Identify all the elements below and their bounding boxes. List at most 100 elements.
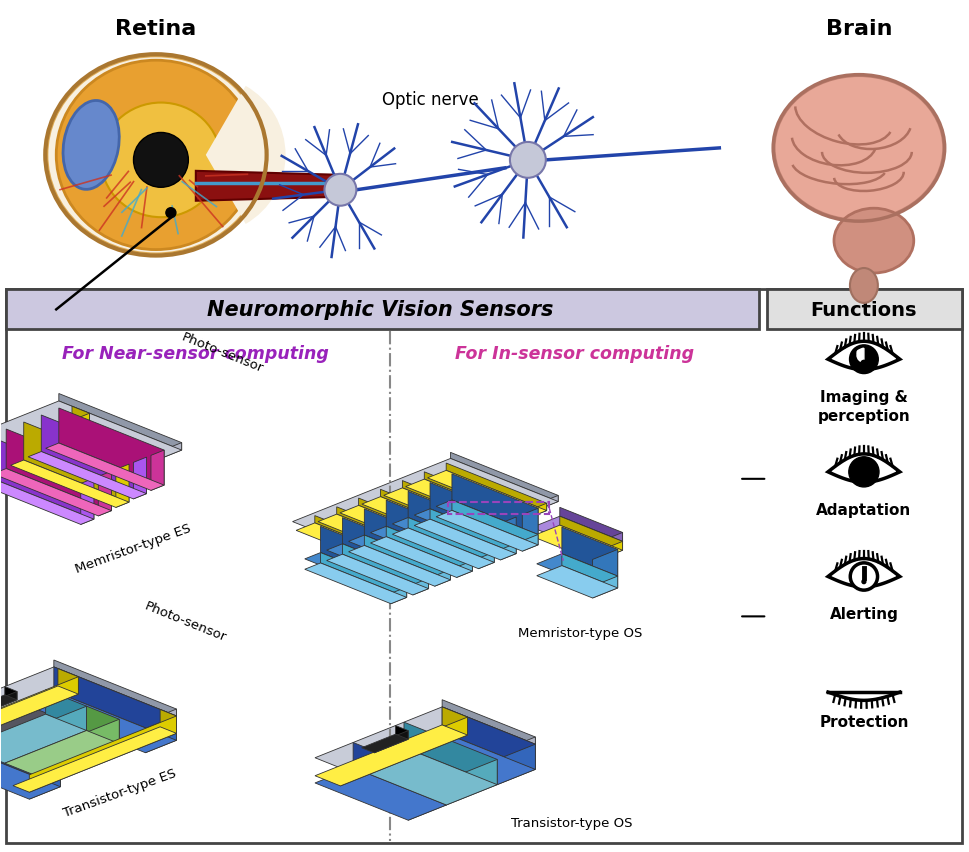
Polygon shape <box>305 563 407 604</box>
Polygon shape <box>0 477 94 525</box>
Polygon shape <box>522 535 538 551</box>
Polygon shape <box>497 745 535 785</box>
Text: Memristor-type OS: Memristor-type OS <box>517 626 641 640</box>
Polygon shape <box>560 516 623 550</box>
Text: Adaptation: Adaptation <box>816 502 912 517</box>
Polygon shape <box>414 520 516 561</box>
Wedge shape <box>857 349 864 363</box>
Polygon shape <box>23 423 129 503</box>
Polygon shape <box>0 459 2 504</box>
Polygon shape <box>0 738 60 799</box>
Polygon shape <box>408 518 494 562</box>
Polygon shape <box>413 579 428 596</box>
Polygon shape <box>532 516 623 553</box>
Text: Alerting: Alerting <box>829 607 898 622</box>
Polygon shape <box>58 669 78 694</box>
Circle shape <box>850 563 878 590</box>
Polygon shape <box>59 408 164 486</box>
Polygon shape <box>391 561 407 594</box>
Polygon shape <box>116 464 129 508</box>
Polygon shape <box>456 561 473 578</box>
Polygon shape <box>340 717 468 786</box>
Polygon shape <box>452 475 538 535</box>
Polygon shape <box>370 527 473 567</box>
Polygon shape <box>391 587 407 604</box>
Polygon shape <box>456 535 473 567</box>
Polygon shape <box>430 509 516 554</box>
Polygon shape <box>98 471 111 516</box>
Polygon shape <box>441 538 459 554</box>
Polygon shape <box>442 707 535 769</box>
Polygon shape <box>451 452 558 502</box>
Polygon shape <box>532 526 623 561</box>
Polygon shape <box>500 517 516 550</box>
Polygon shape <box>595 532 623 553</box>
Polygon shape <box>364 535 451 580</box>
Polygon shape <box>828 454 900 483</box>
Polygon shape <box>86 706 119 744</box>
Polygon shape <box>462 530 481 544</box>
Polygon shape <box>0 686 78 753</box>
Text: Memristor-type ES: Memristor-type ES <box>74 521 193 575</box>
Polygon shape <box>0 401 181 507</box>
Polygon shape <box>42 443 181 507</box>
Polygon shape <box>342 544 428 589</box>
Polygon shape <box>0 474 2 504</box>
Polygon shape <box>353 747 497 805</box>
Polygon shape <box>413 552 428 584</box>
Polygon shape <box>562 554 617 588</box>
Polygon shape <box>408 737 535 795</box>
Polygon shape <box>404 722 497 785</box>
Polygon shape <box>430 483 516 544</box>
Circle shape <box>850 345 878 374</box>
Ellipse shape <box>101 103 221 218</box>
Polygon shape <box>0 414 89 483</box>
Polygon shape <box>342 518 428 579</box>
Polygon shape <box>5 706 86 763</box>
Polygon shape <box>370 537 473 578</box>
Polygon shape <box>593 550 617 586</box>
Polygon shape <box>446 463 547 511</box>
Text: Imaging &
perception: Imaging & perception <box>818 389 910 423</box>
Polygon shape <box>436 500 538 541</box>
Polygon shape <box>400 496 558 565</box>
Polygon shape <box>0 457 2 486</box>
Polygon shape <box>479 527 494 559</box>
Polygon shape <box>392 528 494 569</box>
Ellipse shape <box>834 209 914 273</box>
Text: Optic nerve: Optic nerve <box>382 91 479 109</box>
Polygon shape <box>349 535 451 576</box>
Polygon shape <box>424 472 525 520</box>
Circle shape <box>510 143 546 179</box>
Polygon shape <box>361 734 408 753</box>
Polygon shape <box>537 554 617 586</box>
Circle shape <box>858 351 861 355</box>
Ellipse shape <box>774 77 944 221</box>
Polygon shape <box>452 500 538 545</box>
Polygon shape <box>387 500 473 561</box>
Polygon shape <box>59 394 181 451</box>
Polygon shape <box>522 509 538 541</box>
Polygon shape <box>5 687 17 700</box>
Polygon shape <box>402 481 503 528</box>
Polygon shape <box>305 553 407 594</box>
Polygon shape <box>374 731 408 753</box>
Text: For In-sensor computing: For In-sensor computing <box>455 345 695 363</box>
Text: Retina: Retina <box>115 20 197 39</box>
Ellipse shape <box>850 268 878 303</box>
Polygon shape <box>479 552 494 569</box>
Polygon shape <box>315 516 416 563</box>
Polygon shape <box>0 677 78 753</box>
Polygon shape <box>318 515 437 562</box>
Polygon shape <box>447 759 497 805</box>
Polygon shape <box>54 667 176 740</box>
FancyBboxPatch shape <box>7 290 759 330</box>
Polygon shape <box>6 429 111 511</box>
Polygon shape <box>828 693 900 700</box>
Polygon shape <box>5 731 119 776</box>
Polygon shape <box>406 480 525 527</box>
Polygon shape <box>384 488 503 536</box>
Polygon shape <box>392 518 494 559</box>
Polygon shape <box>145 717 176 753</box>
Polygon shape <box>38 719 119 776</box>
